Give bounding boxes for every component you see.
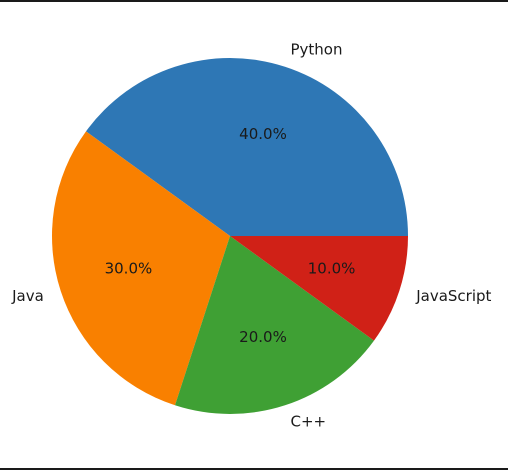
slice-percent-cplusplus: 20.0%	[239, 328, 287, 346]
pie-labels: Python 40.0% Java 30.0% C++ 20.0% JavaScript 10…	[11, 40, 491, 430]
pie-slices	[51, 58, 409, 414]
slice-percent-python: 40.0%	[239, 125, 287, 143]
slice-percent-java: 30.0%	[105, 260, 153, 278]
slice-label-python: Python	[291, 40, 343, 58]
pie-slice-java	[51, 131, 230, 406]
pie-slice-javascript	[230, 236, 408, 341]
pie-slice-cplusplus	[174, 236, 375, 414]
slice-label-javascript: JavaScript	[415, 287, 491, 305]
slice-percent-javascript: 10.0%	[308, 260, 356, 278]
pie-slice-python	[85, 58, 409, 237]
slice-label-cplusplus: C++	[291, 413, 327, 431]
slice-label-java: Java	[11, 287, 44, 305]
